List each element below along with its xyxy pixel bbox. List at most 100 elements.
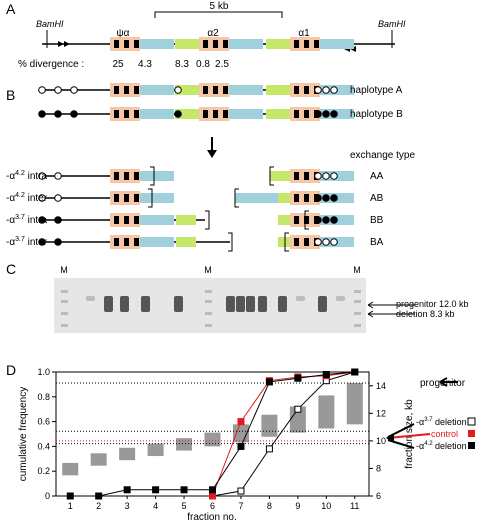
exon-block bbox=[304, 172, 309, 180]
series-line bbox=[212, 371, 355, 497]
homology-box bbox=[235, 193, 288, 203]
gel-band bbox=[246, 296, 255, 312]
y2-tick-label: 14 bbox=[376, 381, 386, 391]
bracket-right-icon bbox=[284, 232, 289, 252]
gel-band bbox=[104, 296, 113, 312]
fraction-size-bar bbox=[147, 443, 164, 457]
homology-box-z bbox=[176, 237, 196, 247]
data-point bbox=[294, 374, 302, 382]
bamhi-left-label: BamHI bbox=[36, 19, 64, 29]
marker-band bbox=[61, 324, 68, 327]
marker-band bbox=[61, 290, 68, 293]
exon-block bbox=[134, 194, 139, 202]
bamhi-right-label: BamHI bbox=[378, 19, 406, 29]
y-tick-label: 0.4 bbox=[37, 441, 50, 451]
open-circle-icon bbox=[38, 86, 46, 94]
haplotype-b-label: haplotype B bbox=[350, 109, 403, 120]
exon-block bbox=[314, 40, 319, 48]
deletion-arrow-icon bbox=[367, 310, 415, 318]
legend-pointer-head-icon bbox=[386, 433, 394, 443]
open-circle-icon bbox=[322, 86, 330, 94]
y-tick-label: 1.0 bbox=[37, 367, 50, 377]
scale-bar bbox=[154, 11, 283, 18]
deletion-band-label: deletion 8.3 kb bbox=[396, 309, 455, 319]
panel-a-letter: A bbox=[6, 1, 16, 17]
bracket-left-icon bbox=[150, 166, 155, 186]
x-tick-label: 11 bbox=[350, 501, 359, 511]
exon-block bbox=[114, 172, 119, 180]
exon-block bbox=[304, 40, 309, 48]
homology-box-z bbox=[278, 237, 290, 247]
homology-box-z bbox=[187, 85, 199, 95]
legend-marker-red-square bbox=[468, 430, 475, 437]
homology-box-x bbox=[140, 193, 174, 203]
progenitor-annotation: progenitor bbox=[420, 378, 466, 389]
filled-circle-icon bbox=[174, 110, 182, 118]
fraction-size-bar bbox=[289, 406, 306, 433]
gel-band bbox=[318, 296, 327, 312]
deletion-labels: -α4.2 intra -α4.2 inter -α3.7 intra -α3.… bbox=[6, 170, 48, 248]
gel-band bbox=[236, 296, 245, 312]
panel-c-letter: C bbox=[6, 261, 16, 277]
panel-d-letter: D bbox=[6, 362, 16, 378]
data-point bbox=[351, 368, 359, 376]
homology-box-z bbox=[187, 39, 199, 49]
open-circle-icon bbox=[38, 172, 46, 180]
progenitor-band-label: progenitor 12.0 kb bbox=[396, 299, 469, 309]
open-circle-icon bbox=[38, 194, 46, 202]
filled-circle-icon bbox=[38, 216, 46, 224]
exon-block bbox=[114, 86, 119, 94]
exon-block bbox=[124, 216, 129, 224]
x-tick-label: 3 bbox=[125, 501, 130, 511]
deletion-label-4.2-inter: -α4.2 inter bbox=[6, 192, 48, 204]
marker-band bbox=[354, 300, 361, 303]
homology-box-z bbox=[278, 171, 290, 181]
bracket-right-icon bbox=[269, 166, 274, 186]
fraction-size-bar bbox=[62, 462, 79, 476]
bracket-left-icon bbox=[205, 210, 210, 230]
progenitor-pointer-icon bbox=[439, 377, 458, 387]
data-point bbox=[322, 370, 330, 378]
data-point bbox=[265, 445, 273, 453]
x-tick-label: 5 bbox=[182, 501, 187, 511]
gene-row-a bbox=[110, 37, 354, 51]
exon-block bbox=[134, 110, 139, 118]
divergence-label: % divergence : bbox=[18, 59, 84, 70]
exon-block bbox=[213, 110, 218, 118]
exchange-type-ab: AB bbox=[370, 193, 384, 204]
homology-box-z bbox=[176, 215, 196, 225]
exon-block bbox=[134, 86, 139, 94]
y-tick-label: 0.2 bbox=[37, 466, 50, 476]
x-tick-label: 2 bbox=[96, 501, 101, 511]
exon-block bbox=[124, 86, 129, 94]
open-circle-icon bbox=[322, 172, 330, 180]
gel-band bbox=[296, 296, 305, 301]
homology-box-x bbox=[140, 237, 174, 247]
y-tick-label: 0.8 bbox=[37, 392, 50, 402]
x-tick-label: 8 bbox=[267, 501, 272, 511]
open-circle-icon bbox=[174, 86, 182, 94]
marker-band bbox=[205, 290, 212, 293]
haplotype-a-row bbox=[38, 83, 354, 97]
gel-band bbox=[336, 296, 345, 301]
homology-box-z bbox=[187, 109, 199, 119]
marker-band bbox=[61, 312, 68, 315]
open-circle-icon bbox=[54, 194, 62, 202]
homology-box-z bbox=[278, 85, 290, 95]
filled-circle-icon bbox=[322, 194, 330, 202]
exon-block bbox=[203, 86, 208, 94]
exchange-type-header: exchange type bbox=[350, 150, 415, 161]
fraction-size-bar bbox=[318, 395, 335, 429]
exon-block bbox=[203, 110, 208, 118]
exon-block bbox=[124, 194, 129, 202]
divergence-value: 8.3 bbox=[175, 59, 189, 70]
exon-block bbox=[134, 172, 139, 180]
x-tick-label: 1 bbox=[68, 501, 73, 511]
marker-band bbox=[205, 324, 212, 327]
y2-tick-label: 6 bbox=[376, 491, 381, 501]
gel-band bbox=[258, 296, 267, 312]
data-point bbox=[66, 492, 74, 500]
exon-block bbox=[124, 110, 129, 118]
filled-circle-icon bbox=[330, 110, 338, 118]
gel-band bbox=[141, 296, 150, 312]
